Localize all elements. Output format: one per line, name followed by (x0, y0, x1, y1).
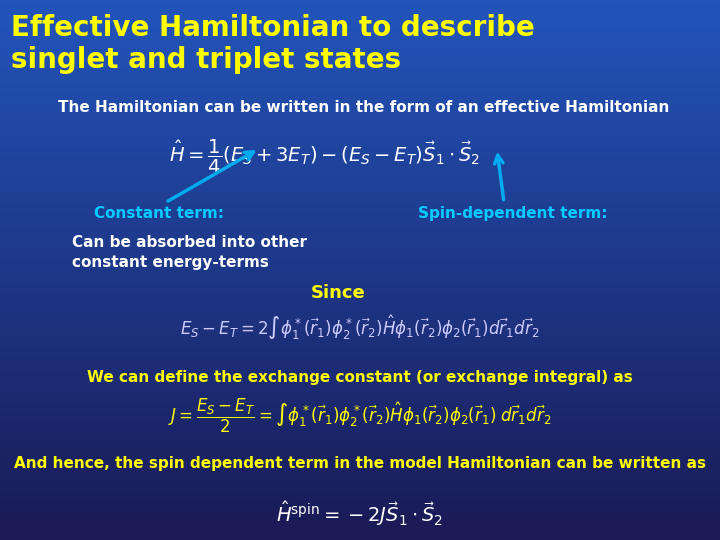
Text: Effective Hamiltonian to describe
singlet and triplet states: Effective Hamiltonian to describe single… (11, 14, 534, 74)
Text: We can define the exchange constant (or exchange integral) as: We can define the exchange constant (or … (87, 370, 633, 385)
Text: $J = \dfrac{E_S - E_T}{2} = \int \phi_1^*(\vec{r}_1)\phi_2^*(\vec{r}_2)\hat{H}\p: $J = \dfrac{E_S - E_T}{2} = \int \phi_1^… (168, 397, 552, 435)
Text: $E_S - E_T = 2\int \phi_1^*(\vec{r}_1)\phi_2^*(\vec{r}_2)\hat{H}\phi_1(\vec{r}_2: $E_S - E_T = 2\int \phi_1^*(\vec{r}_1)\p… (180, 313, 540, 342)
Text: $\hat{H} = \dfrac{1}{4}(E_S + 3E_T) - (E_S - E_T)\vec{S}_1 \cdot \vec{S}_2$: $\hat{H} = \dfrac{1}{4}(E_S + 3E_T) - (E… (168, 138, 480, 176)
Text: The Hamiltonian can be written in the form of an effective Hamiltonian: The Hamiltonian can be written in the fo… (58, 100, 669, 115)
Text: And hence, the spin dependent term in the model Hamiltonian can be written as: And hence, the spin dependent term in th… (14, 456, 706, 471)
Text: Spin-dependent term:: Spin-dependent term: (418, 206, 607, 221)
Text: Constant term:: Constant term: (94, 206, 224, 221)
Text: $\hat{H}^{\mathrm{spin}} = -2J\vec{S}_1 \cdot \vec{S}_2$: $\hat{H}^{\mathrm{spin}} = -2J\vec{S}_1 … (276, 500, 444, 529)
Text: Since: Since (311, 284, 366, 301)
Text: Can be absorbed into other
constant energy-terms: Can be absorbed into other constant ener… (72, 235, 307, 269)
